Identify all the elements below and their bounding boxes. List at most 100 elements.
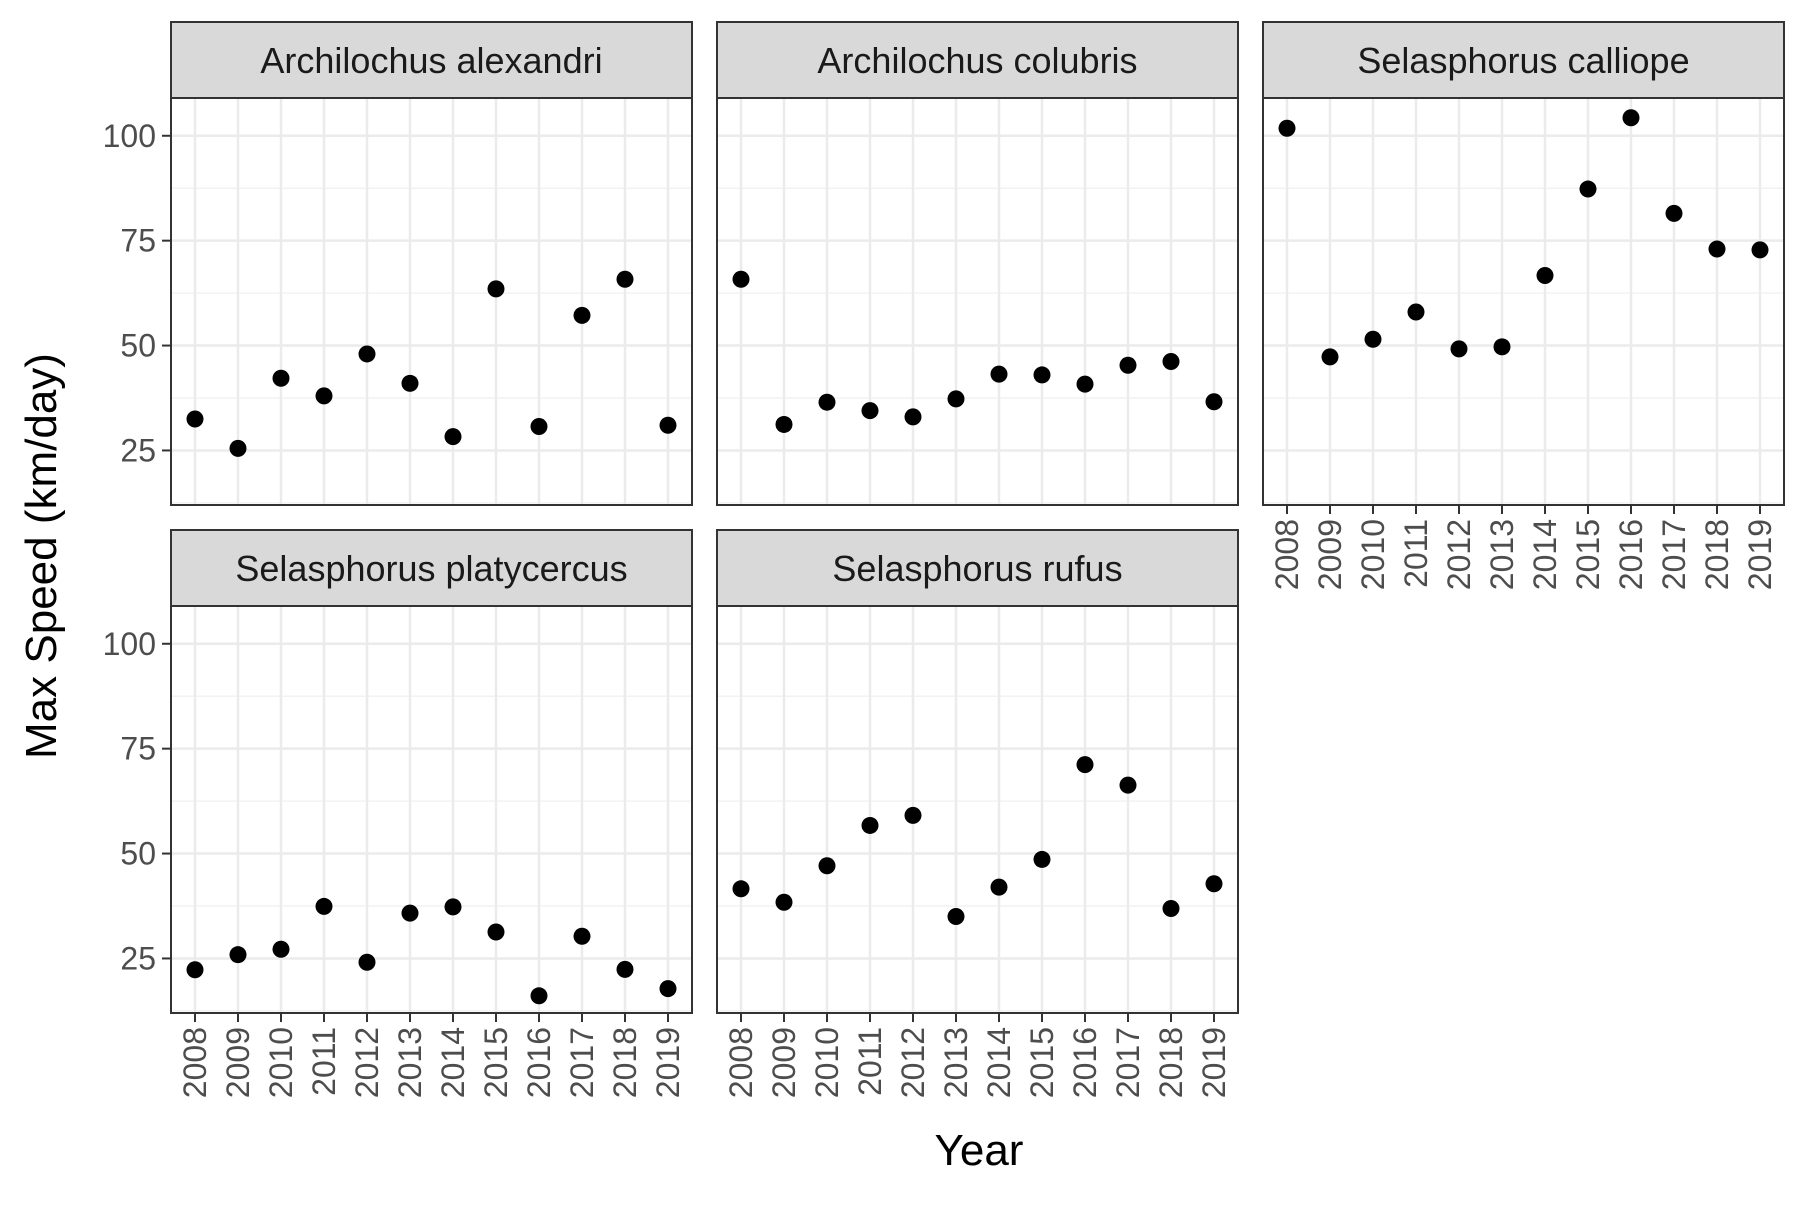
x-tick-label: 2013 xyxy=(392,1027,428,1098)
x-tick-label: 2018 xyxy=(1153,1027,1189,1098)
y-tick-label: 75 xyxy=(120,223,156,259)
x-tick-label: 2016 xyxy=(1613,519,1649,590)
data-point xyxy=(401,374,419,392)
data-point xyxy=(1450,340,1468,358)
x-tick-label: 2008 xyxy=(1269,519,1305,590)
data-point xyxy=(1407,303,1425,321)
facet-strip xyxy=(716,529,1239,607)
data-point xyxy=(315,897,333,915)
data-point xyxy=(186,410,204,428)
panel-background xyxy=(1263,98,1784,505)
data-point xyxy=(573,306,591,324)
y-tick-label: 50 xyxy=(120,836,156,872)
facet-strip xyxy=(716,21,1239,99)
facet-strip xyxy=(170,21,693,99)
data-point xyxy=(1364,330,1382,348)
data-point xyxy=(659,980,677,998)
data-point xyxy=(1708,240,1726,258)
facet-title: Archilochus colubris xyxy=(817,40,1137,81)
data-point xyxy=(861,402,879,420)
y-tick-label: 75 xyxy=(120,731,156,767)
data-point xyxy=(1751,241,1769,259)
panels: Archilochus alexandri 25 50 75 100 Archilochu… xyxy=(103,21,1785,1098)
x-tick-label: 2014 xyxy=(435,1027,471,1098)
data-point xyxy=(444,428,462,446)
x-tick-label: 2015 xyxy=(1570,519,1606,590)
data-point xyxy=(990,365,1008,383)
data-point xyxy=(401,904,419,922)
data-point xyxy=(1076,375,1094,393)
x-tick-label: 2016 xyxy=(521,1027,557,1098)
x-tick-label: 2010 xyxy=(809,1027,845,1098)
data-point xyxy=(229,946,247,964)
data-point xyxy=(947,907,965,925)
panel-background xyxy=(717,606,1238,1013)
data-point xyxy=(1622,109,1640,127)
data-point xyxy=(1205,393,1223,411)
y-tick-label: 50 xyxy=(120,328,156,364)
facet-panel: Archilochus colubris xyxy=(716,21,1239,506)
data-point xyxy=(1076,756,1094,774)
y-axis-title: Max Speed (km/day) xyxy=(17,353,66,759)
x-tick-label: 2018 xyxy=(607,1027,643,1098)
x-tick-label: 2015 xyxy=(1024,1027,1060,1098)
x-tick-label: 2017 xyxy=(564,1027,600,1098)
panel-background xyxy=(717,98,1238,505)
data-point xyxy=(990,878,1008,896)
data-point xyxy=(1278,119,1296,137)
x-tick-label: 2015 xyxy=(478,1027,514,1098)
facet-strip xyxy=(170,529,693,607)
data-point xyxy=(732,880,750,898)
data-point xyxy=(487,923,505,941)
facet-title: Selasphorus rufus xyxy=(832,548,1122,589)
x-tick-label: 2011 xyxy=(306,1027,342,1096)
data-point xyxy=(1033,850,1051,868)
x-tick-label: 2010 xyxy=(1355,519,1391,590)
x-tick-label: 2013 xyxy=(1484,519,1520,590)
data-point xyxy=(616,960,634,978)
x-tick-label: 2017 xyxy=(1656,519,1692,590)
x-tick-label: 2009 xyxy=(1312,519,1348,590)
y-tick-label: 100 xyxy=(103,118,156,154)
x-tick-label: 2010 xyxy=(263,1027,299,1098)
x-tick-label: 2016 xyxy=(1067,1027,1103,1098)
data-point xyxy=(229,439,247,457)
data-point xyxy=(861,816,879,834)
data-point xyxy=(530,418,548,436)
facet-title: Archilochus alexandri xyxy=(260,40,602,81)
data-point xyxy=(818,857,836,875)
x-tick-label: 2008 xyxy=(723,1027,759,1098)
data-point xyxy=(818,393,836,411)
data-point xyxy=(1119,776,1137,794)
facet-title: Selasphorus platycercus xyxy=(235,548,627,589)
y-tick-label: 25 xyxy=(120,940,156,976)
data-point xyxy=(186,961,204,979)
x-tick-label: 2013 xyxy=(938,1027,974,1098)
facet-panel: Selasphorus calliope 2008 2009 2010 2011 2012… xyxy=(1262,21,1785,590)
x-tick-label: 2009 xyxy=(766,1027,802,1098)
data-point xyxy=(272,940,290,958)
data-point xyxy=(315,387,333,405)
data-point xyxy=(530,987,548,1005)
x-tick-label: 2018 xyxy=(1699,519,1735,590)
x-axis-title: Year xyxy=(935,1126,1024,1175)
facet-strip xyxy=(1262,21,1785,99)
x-tick-label: 2019 xyxy=(1196,1027,1232,1098)
data-point xyxy=(1033,366,1051,384)
x-tick-label: 2009 xyxy=(220,1027,256,1098)
data-point xyxy=(1579,180,1597,198)
data-point xyxy=(272,369,290,387)
data-point xyxy=(1665,204,1683,222)
data-point xyxy=(659,416,677,434)
data-point xyxy=(775,893,793,911)
facet-panel: Archilochus alexandri 25 50 75 100 xyxy=(103,21,693,506)
data-point xyxy=(358,345,376,363)
x-tick-label: 2017 xyxy=(1110,1027,1146,1098)
x-tick-label: 2008 xyxy=(177,1027,213,1098)
data-point xyxy=(444,898,462,916)
data-point xyxy=(947,390,965,408)
data-point xyxy=(732,270,750,288)
data-point xyxy=(1321,348,1339,366)
data-point xyxy=(1536,266,1554,284)
